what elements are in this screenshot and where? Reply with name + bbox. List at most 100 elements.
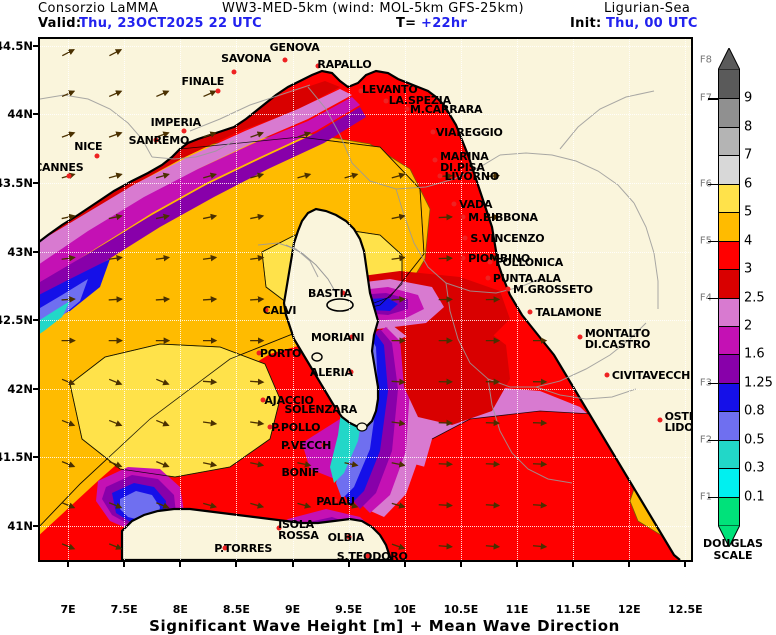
douglas-scale-tick	[708, 241, 718, 243]
colorbar-caption: DOUGLAS SCALE	[700, 538, 766, 562]
city-label: P.VECCH	[281, 440, 331, 451]
header-org: Consorzio LaMMA	[38, 1, 158, 16]
colorbar-segment	[718, 383, 740, 411]
douglas-scale-tick	[708, 184, 718, 186]
city-label-line: VIAREGGIO	[436, 127, 503, 138]
city-marker	[657, 418, 662, 423]
city-label-line: SOLENZARA	[284, 404, 357, 415]
city-marker	[577, 334, 582, 339]
city-marker	[485, 275, 490, 280]
wave-forecast-chart: Consorzio LaMMA WW3-MED-5km (wind: MOL-5…	[0, 0, 776, 600]
colorbar-divider	[718, 354, 740, 355]
city-label: GENOVA	[270, 42, 320, 53]
colorbar-tick-label: 1.25	[744, 375, 773, 390]
x-axis-tick-label: 12.5E	[668, 603, 703, 616]
city-label-line: P.POLLO	[271, 422, 320, 433]
colorbar-divider	[718, 411, 740, 412]
x-axis-tick-label: 10E	[393, 603, 416, 616]
city-label: S.VINCENZO	[470, 233, 544, 244]
header-region: Ligurian-Sea	[604, 1, 690, 16]
colorbar-tick-label: 9	[744, 91, 752, 106]
city-marker	[282, 57, 287, 62]
valid-label: Valid:	[38, 16, 81, 31]
y-axis-tick-label: 43N	[7, 245, 33, 259]
city-label-line: SANREMO	[129, 135, 190, 146]
x-axis-tick-mark	[628, 562, 630, 567]
x-axis-tick-label: 7E	[60, 603, 75, 616]
colorbar-tick-label: 4	[744, 233, 752, 248]
x-axis-tick-label: 10.5E	[444, 603, 479, 616]
douglas-scale-label: F8	[700, 55, 712, 66]
colorbar-tick-label: 0.8	[744, 404, 765, 419]
colorbar-tick-label: 0.1	[744, 489, 765, 504]
city-label: M.BIBBONA	[468, 212, 538, 223]
colorbar-tick-label: 1.6	[744, 347, 765, 362]
x-axis-tick-mark	[572, 562, 574, 567]
x-axis-tick-label: 11E	[506, 603, 529, 616]
colorbar-segment	[718, 98, 740, 126]
city-label: TALAMONE	[535, 307, 601, 318]
city-label-line: M.CARRARA	[410, 104, 482, 115]
city-label: MORIANI	[311, 332, 364, 343]
city-label-line: ROSSA	[278, 530, 319, 541]
y-axis-tick-mark	[33, 113, 38, 115]
colorbar-divider	[718, 155, 740, 156]
city-label: M.CARRARA	[410, 104, 482, 115]
colorbar-divider	[718, 127, 740, 128]
y-axis-tick-label: 41.5N	[0, 450, 33, 464]
colorbar-divider	[718, 184, 740, 185]
city-label-line: FOLLONICA	[495, 257, 563, 268]
city-label-line: P.VECCH	[281, 440, 331, 451]
city-label: M.GROSSETO	[513, 284, 593, 295]
colorbar-tick-label: 7	[744, 148, 752, 163]
city-label: SAVONA	[221, 53, 271, 64]
lead-time-label: T=	[396, 16, 416, 31]
city-label: BONIF	[282, 467, 320, 478]
city-label-line: S.VINCENZO	[470, 233, 544, 244]
lead-time-value: +22hr	[421, 16, 467, 31]
y-axis-tick-mark	[33, 251, 38, 253]
city-marker	[604, 372, 609, 377]
city-label-line: CIVITAVECCHIA	[612, 370, 693, 381]
city-label-line: RAPALLO	[317, 59, 371, 70]
y-axis-tick-mark	[33, 319, 38, 321]
city-label: NICE	[74, 141, 102, 152]
city-label: VIAREGGIO	[436, 127, 503, 138]
city-label-line: ALERIA	[310, 367, 353, 378]
city-label: PORTO	[260, 348, 301, 359]
header-model: WW3-MED-5km (wind: MOL-5km GFS-25km)	[222, 1, 524, 16]
city-label-line: VADA	[459, 199, 492, 210]
city-label: FOLLONICA	[495, 257, 563, 268]
city-label-line: S.TEODORO	[337, 551, 408, 562]
city-label-line: CALVI	[263, 305, 297, 316]
city-marker	[95, 153, 100, 158]
x-axis-tick-mark	[179, 562, 181, 567]
city-label: PALAU	[316, 496, 355, 507]
city-label: LIVORNO	[445, 171, 499, 182]
colorbar-segment	[718, 70, 740, 98]
city-label-line: NICE	[74, 141, 102, 152]
x-axis-tick-label: 11.5E	[556, 603, 591, 616]
douglas-scale-tick	[708, 383, 718, 385]
city-label-line: TALAMONE	[535, 307, 601, 318]
city-marker	[528, 309, 533, 314]
colorbar-top-arrow	[718, 48, 740, 70]
x-axis-tick-mark	[292, 562, 294, 567]
x-axis-tick-label: 8.5E	[223, 603, 250, 616]
colorbar-divider	[718, 241, 740, 242]
city-label-line: MORIANI	[311, 332, 364, 343]
colorbar-divider	[718, 468, 740, 469]
douglas-scale-tick	[708, 497, 718, 499]
city-marker	[405, 106, 410, 111]
colorbar-divider	[718, 497, 740, 498]
colorbar-divider	[718, 326, 740, 327]
colorbar-tick-label: 0.3	[744, 461, 765, 476]
x-axis-title: Significant Wave Height [m] + Mean Wave …	[38, 617, 731, 635]
city-label: SOLENZARA	[284, 404, 357, 415]
colorbar-segment	[718, 212, 740, 240]
x-axis-tick-label: 7.5E	[111, 603, 138, 616]
y-axis-tick-mark	[33, 182, 38, 184]
colorbar-segment	[718, 326, 740, 354]
